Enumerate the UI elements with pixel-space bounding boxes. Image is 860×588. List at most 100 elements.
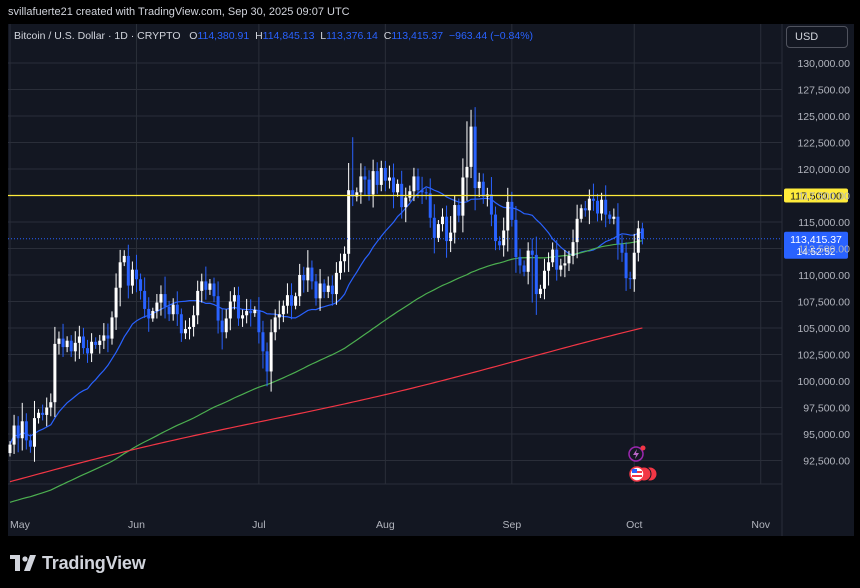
candle-body	[596, 200, 600, 214]
resistance-tag	[784, 188, 848, 203]
candle-body	[249, 311, 253, 314]
candle-body	[98, 340, 102, 345]
candle-body	[440, 216, 444, 225]
candle-body	[45, 407, 49, 415]
time-axis[interactable]: May Jun Jul Aug Sep Oct Nov	[10, 519, 771, 531]
candle-body	[420, 190, 424, 193]
candle-body	[489, 194, 493, 215]
candle-body	[338, 261, 342, 273]
candle-body	[481, 181, 485, 197]
close-label: C	[383, 30, 392, 42]
candle-body	[32, 418, 36, 447]
events[interactable]	[628, 445, 658, 482]
candle-body	[143, 290, 147, 309]
candle-body	[12, 425, 16, 445]
candle-body	[575, 218, 579, 243]
candle-body	[518, 256, 522, 266]
candle-body	[412, 176, 416, 192]
candle-body	[416, 176, 420, 191]
candle-body	[396, 183, 400, 193]
price-tick-label: 127,500.00	[797, 85, 850, 97]
candle-body	[571, 242, 575, 256]
candle-body	[404, 197, 408, 208]
candle-body	[498, 241, 502, 246]
candle-body	[122, 255, 126, 263]
candle-body	[204, 281, 208, 290]
candle-body	[28, 440, 32, 447]
candle-body	[147, 308, 151, 319]
ma-slow-line	[9, 327, 643, 483]
plot-background	[8, 24, 782, 536]
time-tick-label: Oct	[626, 519, 642, 531]
candle-body	[285, 295, 289, 306]
symbol-title: Bitcoin / U.S. Dollar · 1D · CRYPTO	[14, 30, 181, 42]
high-value: 114,845.13	[262, 30, 315, 42]
candle-body	[436, 224, 440, 238]
lightning-event-icon[interactable]	[628, 445, 646, 462]
brand-logo[interactable]: TradingView	[10, 552, 146, 574]
candle-body	[551, 249, 555, 263]
time-tick-label: Sep	[502, 519, 521, 531]
price-tick-label: 102,500.00	[797, 350, 850, 362]
currency-button[interactable]: USD	[786, 26, 848, 48]
candle-body	[359, 176, 363, 193]
candle-body	[277, 314, 281, 318]
candle-body	[457, 205, 461, 216]
candle-body	[269, 332, 273, 372]
candle-body	[294, 296, 298, 306]
candle-body	[579, 208, 583, 219]
candle-body	[612, 216, 616, 219]
candle-body	[555, 249, 559, 270]
candle-body	[600, 199, 604, 214]
price-tick-label: 125,000.00	[797, 111, 850, 123]
time-tick-label: Jul	[252, 519, 265, 531]
price-tick-label: 105,000.00	[797, 323, 850, 335]
price-tick-label: 117,500.00	[798, 191, 850, 203]
candle-body	[326, 285, 330, 292]
candle-body	[502, 230, 506, 246]
resistance-tag-label: 117,500.00	[790, 191, 842, 203]
candle-body	[371, 171, 375, 195]
time-tick-label: Nov	[751, 519, 770, 531]
candle-body	[567, 255, 571, 264]
candle-body	[106, 335, 110, 339]
candle-body	[175, 304, 179, 315]
candle-body	[453, 205, 457, 233]
candle-body	[330, 285, 334, 295]
candle-body	[343, 253, 347, 262]
candle-body	[538, 288, 542, 295]
candle-body	[318, 283, 322, 299]
last-price-tag	[784, 231, 848, 259]
us-flag-event-icon[interactable]	[629, 466, 658, 482]
candle-body	[290, 295, 294, 306]
candle-body	[281, 305, 285, 315]
candle-body	[445, 216, 449, 242]
candle-body	[253, 309, 257, 314]
candle-body	[604, 199, 608, 215]
price-tick-label: 95,000.00	[803, 429, 850, 441]
candle-body	[469, 126, 473, 167]
candle-body	[449, 232, 453, 242]
price-axis[interactable]: 130,000.00 127,500.00 125,000.00 122,500.00…	[797, 58, 850, 468]
candle-body	[351, 190, 355, 197]
price-tick-label: 115,000.00	[798, 217, 850, 229]
candle-body	[236, 295, 240, 319]
candle-body	[559, 265, 563, 270]
attribution-text: svillafuerte21 created with TradingView.…	[8, 6, 350, 18]
candle-body	[367, 179, 371, 195]
candle-body	[151, 311, 155, 319]
candle-body	[583, 208, 587, 211]
tradingview-logo-icon	[10, 555, 36, 571]
candle-body	[461, 177, 465, 216]
close-value: 113,415.37	[391, 30, 444, 42]
candle-body	[640, 228, 644, 239]
candle-body	[387, 177, 391, 181]
open-label: O	[189, 30, 198, 42]
candle-body	[310, 267, 314, 282]
candle-body	[616, 216, 620, 245]
candle-body	[69, 340, 73, 352]
candle-body	[8, 444, 12, 454]
candle-body	[241, 315, 245, 319]
